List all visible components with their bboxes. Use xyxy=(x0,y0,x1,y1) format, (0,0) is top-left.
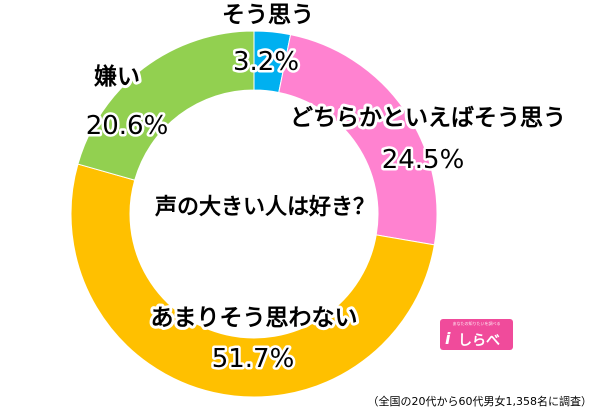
slice-label-dochiraka: どちらかといえばそう思う xyxy=(290,105,566,131)
slice-kirai xyxy=(77,30,255,181)
slice-value-dochiraka: 24.5% xyxy=(382,145,465,175)
slice-label-sou-omou: そう思う xyxy=(222,2,314,28)
chart-title: 声の大きい人は好き？ xyxy=(154,194,375,220)
slice-amari xyxy=(70,163,435,398)
slice-label-amari: あまりそう思わない xyxy=(151,305,358,331)
survey-footnote: （全国の20代から60代男女1,358名に調査） xyxy=(367,395,592,408)
slice-value-sou-omou: 3.2% xyxy=(233,47,299,77)
shirabee-logo: あなたの知りたいを調べる i しらべぇ xyxy=(440,319,513,369)
slice-value-kirai: 20.6% xyxy=(86,111,169,141)
donut-slices xyxy=(70,30,438,398)
logo-mark-icon: i xyxy=(445,329,451,348)
slice-value-amari: 51.7% xyxy=(212,344,295,374)
slice-label-kirai: 嫌い xyxy=(94,64,140,90)
logo-text: しらべぇ xyxy=(458,333,500,369)
logo-tagline: あなたの知りたいを調べる xyxy=(452,321,501,326)
